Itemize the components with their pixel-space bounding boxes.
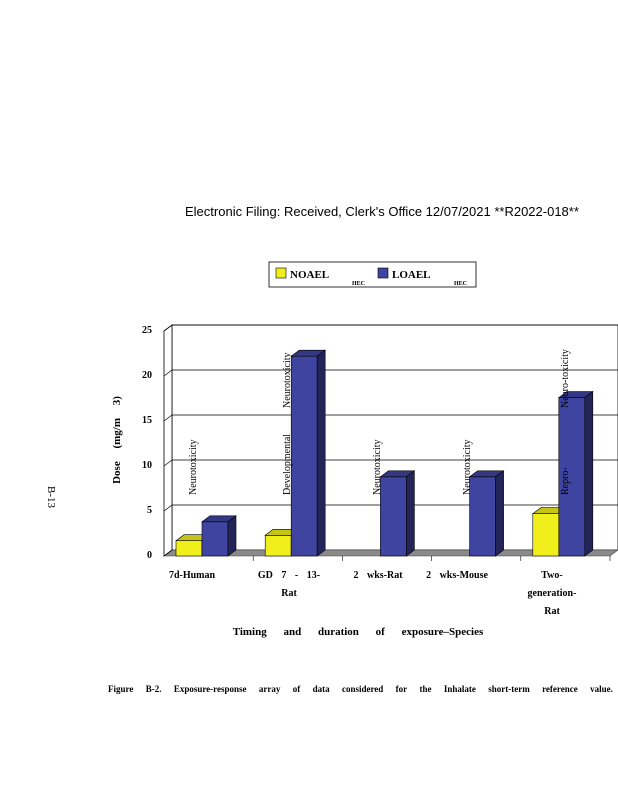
caption-word: Figure — [108, 684, 134, 694]
bar-side — [406, 470, 415, 557]
bar-loael — [379, 470, 416, 557]
caption-word: considered — [341, 684, 384, 694]
bar-front — [532, 513, 560, 557]
gridline-side — [163, 324, 173, 332]
legend-box — [268, 261, 477, 288]
plot-side-wall — [163, 324, 173, 557]
bar-annotation: Repro- — [560, 467, 571, 495]
y-axis-label: Dose (mg/m 3) — [111, 396, 123, 484]
bar-annotation: Neurotoxicity — [462, 439, 473, 495]
legend-subscript: HEC — [454, 281, 467, 287]
caption-word: of — [292, 684, 301, 694]
legend-swatch-loael — [377, 267, 389, 279]
bar-side — [584, 391, 594, 557]
y-tick-label: 10 — [142, 460, 152, 471]
bar-front — [175, 540, 203, 557]
x-axis-label: Timing and duration of exposure–Species — [233, 626, 484, 638]
bar-annotation: Neurotoxicity — [372, 439, 383, 495]
y-tick-label: 5 — [147, 505, 152, 516]
figure-caption: Figure B-2. Exposure-response array of data co… — [108, 684, 613, 694]
legend-label-loael: LOAEL — [392, 269, 431, 281]
bar-front — [290, 355, 318, 557]
caption-word: array — [258, 684, 281, 694]
x-category-label: 2 wks-Mouse — [426, 570, 488, 581]
bar-loael — [557, 391, 594, 557]
x-category-label: Two- — [541, 570, 562, 581]
bar-annotation: Developmental — [282, 434, 293, 495]
y-tick-label: 15 — [142, 415, 152, 426]
x-category-label: Rat — [281, 588, 297, 599]
bar-front — [469, 476, 496, 557]
caption-word: Inhalate — [443, 684, 476, 694]
bar-front — [264, 534, 292, 557]
x-category-label: Rat — [544, 606, 560, 617]
gridline-side — [163, 369, 173, 377]
bar-loael — [468, 470, 505, 557]
bar-loael — [290, 349, 327, 557]
dose-bar-chart: NOAEL HEC LOAEL HEC 0 5 10 15 20 25 Dose (mg/m 3)… — [111, 261, 618, 638]
gridline-side — [163, 504, 173, 512]
gridline-side — [163, 459, 173, 467]
y-tick-label: 20 — [142, 370, 152, 381]
plot-area: 0 5 10 15 20 25 Dose (mg/m 3) Neurotoxicity Deve… — [111, 324, 618, 638]
legend-subscript: HEC — [352, 281, 365, 287]
bar-front — [380, 476, 407, 557]
x-category-label: 2 wks-Rat — [353, 570, 403, 581]
y-tick-label: 0 — [147, 550, 152, 561]
legend-label-noael: NOAEL — [290, 269, 329, 281]
y-tick-label: 25 — [142, 325, 152, 336]
caption-word: data — [312, 684, 330, 694]
bar-front — [558, 397, 586, 557]
electronic-filing-stamp: Electronic Filing: Received, Clerk's Off… — [185, 204, 579, 219]
caption-word: the — [419, 684, 432, 694]
caption-word: Exposure-response — [173, 684, 247, 694]
x-category-label: generation- — [528, 588, 577, 599]
bar-annotation: Neurotoxicity — [282, 352, 293, 408]
x-category-label: 7d-Human — [169, 570, 216, 581]
bar-annotation: Neuro-toxicity — [560, 349, 571, 408]
chart-legend: NOAEL HEC LOAEL HEC — [268, 261, 477, 288]
caption-word: B-2. — [145, 684, 162, 694]
caption-word: short-term — [488, 684, 530, 694]
legend-swatch-noael — [275, 267, 287, 279]
x-category-label: GD 7 - 13- — [258, 570, 320, 581]
caption-word: for — [395, 684, 408, 694]
gridline-side — [163, 414, 173, 422]
caption-word: value. — [590, 684, 613, 694]
bar-side — [316, 349, 326, 557]
bar-front — [201, 521, 229, 557]
bar-side — [227, 515, 237, 557]
bar-side — [495, 470, 504, 557]
caption-word: reference — [542, 684, 578, 694]
bar-loael — [201, 515, 237, 557]
bar-annotation: Neurotoxicity — [188, 439, 199, 495]
